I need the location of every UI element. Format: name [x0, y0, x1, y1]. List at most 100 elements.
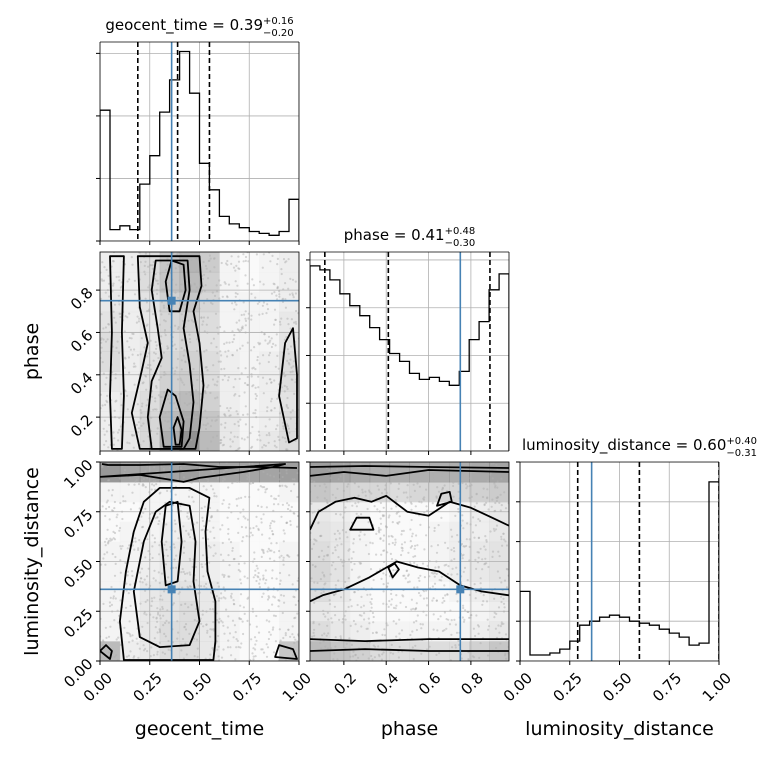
scatter-point	[252, 526, 255, 530]
scatter-point	[115, 638, 118, 641]
scatter-point	[158, 614, 161, 617]
scatter-point	[418, 500, 421, 503]
scatter-point	[240, 582, 243, 585]
scatter-point	[161, 605, 164, 609]
scatter-point	[494, 627, 497, 630]
scatter-point	[468, 545, 471, 549]
scatter-point	[294, 603, 297, 607]
scatter-point	[175, 566, 178, 569]
scatter-point	[101, 361, 104, 364]
scatter-point	[143, 578, 146, 581]
scatter-point	[195, 269, 198, 272]
scatter-point	[410, 535, 414, 538]
scatter-point	[266, 473, 269, 476]
scatter-point	[166, 394, 169, 397]
scatter-point	[158, 631, 162, 634]
scatter-point	[284, 440, 287, 443]
scatter-point	[382, 534, 386, 537]
scatter-point	[165, 619, 168, 622]
scatter-point	[141, 625, 144, 628]
scatter-point	[105, 268, 108, 271]
scatter-point	[162, 469, 165, 472]
scatter-point	[195, 349, 199, 352]
scatter-point	[102, 279, 106, 282]
scatter-point	[293, 478, 296, 481]
scatter-point	[503, 538, 506, 541]
scatter-point	[233, 394, 236, 397]
scatter-point	[318, 484, 321, 487]
scatter-point	[395, 622, 398, 625]
scatter-point	[287, 323, 290, 326]
scatter-point	[108, 295, 111, 298]
scatter-point	[356, 630, 359, 633]
scatter-point	[218, 464, 221, 467]
scatter-point	[416, 586, 419, 589]
scatter-point	[221, 479, 224, 482]
scatter-point	[254, 574, 257, 577]
scatter-point	[485, 539, 488, 542]
scatter-point	[119, 425, 122, 428]
scatter-point	[113, 409, 116, 412]
scatter-point	[287, 628, 290, 631]
scatter-point	[132, 502, 135, 505]
scatter-point	[146, 650, 149, 653]
scatter-point	[322, 590, 325, 593]
scatter-point	[180, 313, 183, 316]
scatter-point	[277, 367, 280, 370]
scatter-point	[280, 554, 283, 557]
y-tick-label: 1.00	[60, 456, 96, 492]
scatter-point	[390, 598, 393, 601]
scatter-point	[475, 590, 478, 593]
scatter-point	[105, 376, 108, 379]
scatter-point	[344, 506, 347, 509]
scatter-point	[201, 516, 204, 519]
scatter-point	[481, 495, 485, 499]
scatter-point	[503, 579, 507, 582]
scatter-point	[164, 419, 167, 422]
scatter-point	[289, 509, 292, 512]
histogram-luminosity_distance: luminosity_distance = 0.60+0.40−0.31	[516, 436, 757, 665]
scatter-point	[323, 583, 326, 586]
scatter-point	[277, 503, 280, 506]
scatter-point	[267, 360, 270, 364]
scatter-point	[268, 418, 271, 421]
scatter-point	[285, 403, 288, 407]
density-cell	[219, 252, 240, 273]
scatter-point	[260, 521, 263, 524]
scatter-point	[266, 646, 270, 649]
scatter-point	[105, 537, 108, 540]
scatter-point	[463, 618, 466, 622]
scatter-point	[187, 606, 190, 609]
scatter-point	[413, 489, 416, 492]
scatter-point	[465, 487, 468, 490]
scatter-point	[382, 572, 385, 575]
scatter-point	[126, 316, 129, 319]
scatter-point	[278, 295, 281, 298]
contour-line	[164, 259, 187, 313]
scatter-point	[131, 433, 134, 436]
scatter-point	[264, 339, 267, 342]
scatter-point	[284, 659, 288, 661]
scatter-point	[154, 397, 157, 400]
scatter-point	[391, 521, 394, 524]
scatter-point	[419, 594, 422, 597]
scatter-point	[129, 348, 132, 351]
histogram-phase: phase = 0.41+0.48−0.30	[306, 226, 510, 455]
scatter-point	[154, 517, 157, 520]
scatter-point	[231, 340, 234, 344]
scatter-point	[174, 267, 177, 270]
scatter-point	[352, 550, 355, 554]
x-axis-label: geocent_time	[135, 718, 264, 740]
density-cell	[279, 621, 299, 642]
scatter-point	[127, 654, 130, 657]
y-tick-label: 0.50	[60, 555, 96, 591]
scatter-point	[461, 481, 464, 485]
scatter-point	[175, 407, 178, 410]
scatter-point	[252, 658, 255, 661]
scatter-point	[259, 578, 262, 581]
scatter-point	[454, 646, 457, 649]
scatter-point	[278, 290, 281, 293]
scatter-point	[176, 620, 179, 623]
scatter-point	[425, 488, 428, 491]
scatter-point	[210, 419, 214, 422]
